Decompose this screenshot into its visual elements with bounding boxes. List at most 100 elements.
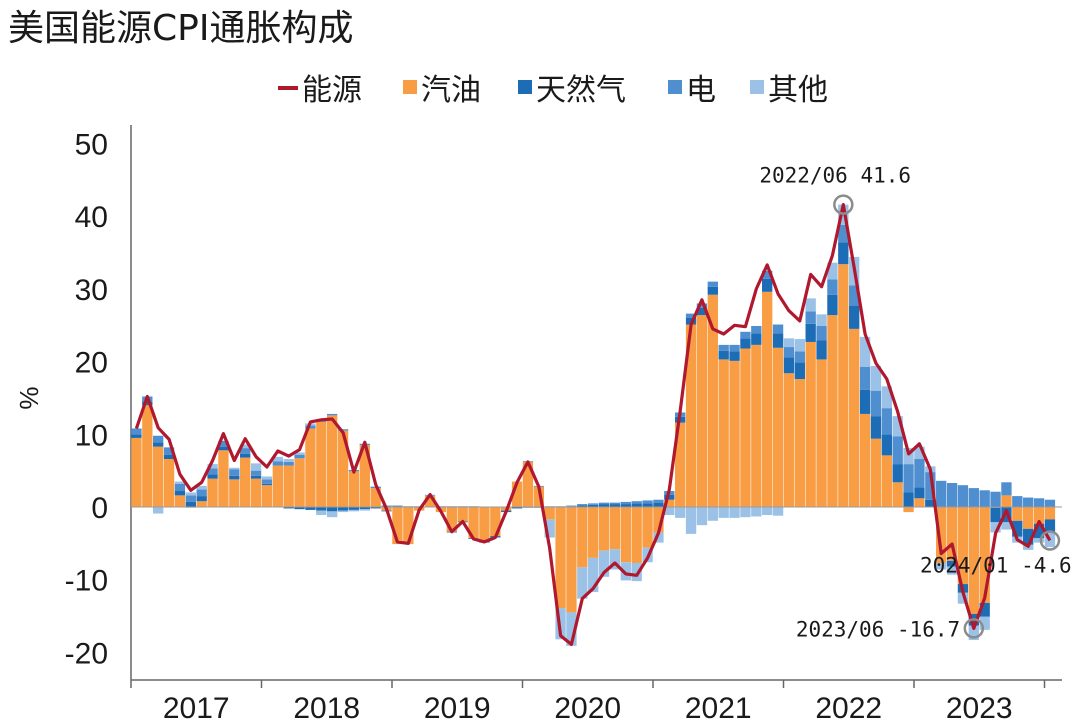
- bar-其他: [805, 298, 816, 312]
- bar-天然气: [707, 286, 718, 295]
- bar-其他: [979, 616, 990, 630]
- bar-其他: [685, 507, 697, 534]
- bar-汽油: [305, 428, 316, 507]
- bar-电: [250, 470, 262, 476]
- bar-汽油: [446, 507, 457, 532]
- bar-其他: [544, 519, 555, 538]
- bar-电: [740, 331, 751, 339]
- bar-汽油: [348, 471, 360, 507]
- bar-天然气: [859, 389, 871, 414]
- bar-天然气: [620, 504, 631, 507]
- bar-电: [805, 311, 816, 324]
- bar-汽油: [718, 359, 729, 507]
- bar-电: [327, 413, 338, 416]
- bar-其他: [816, 314, 827, 326]
- bar-电: [1001, 482, 1012, 496]
- bar-电: [729, 344, 740, 352]
- bar-其他: [229, 467, 240, 470]
- bar-汽油: [675, 422, 686, 507]
- bar-电: [207, 468, 218, 475]
- bar-汽油: [914, 498, 925, 507]
- bar-天然气: [870, 416, 882, 439]
- bar-其他: [240, 444, 251, 449]
- bar-汽油: [511, 481, 523, 507]
- bar-其他: [892, 416, 903, 437]
- bar-电: [1033, 498, 1045, 507]
- bar-天然气: [990, 507, 1001, 523]
- bar-天然气: [577, 505, 588, 507]
- bar-天然气: [511, 507, 523, 509]
- bar-天然气: [327, 507, 338, 512]
- bar-其他: [196, 485, 207, 490]
- bar-天然气: [794, 362, 805, 380]
- bar-天然气: [609, 504, 621, 507]
- bar-其他: [946, 566, 958, 575]
- bar-汽油: [805, 341, 816, 507]
- bar-其他: [903, 448, 914, 465]
- bar-电: [294, 454, 305, 459]
- bar-电: [163, 447, 175, 455]
- bar-电: [131, 428, 142, 435]
- bar-其他: [294, 452, 305, 455]
- bar-series: [131, 204, 1056, 646]
- bar-其他: [337, 510, 349, 513]
- bar-天然气: [196, 496, 207, 502]
- bar-汽油: [631, 507, 642, 563]
- bar-汽油: [316, 421, 327, 507]
- bar-电: [707, 281, 718, 287]
- bar-其他: [327, 511, 338, 518]
- bar-电: [261, 479, 273, 484]
- x-tick-label: 2023: [946, 692, 1013, 725]
- bar-电: [925, 472, 936, 500]
- bar-汽油: [479, 507, 490, 542]
- bar-电: [588, 503, 599, 505]
- bar-天然气: [337, 507, 349, 511]
- bar-汽油: [827, 315, 838, 507]
- bar-汽油: [849, 328, 860, 507]
- bar-其他: [316, 510, 327, 515]
- bar-其他: [751, 507, 762, 517]
- bar-电: [620, 501, 631, 505]
- bar-汽油: [729, 360, 740, 507]
- bar-电: [305, 425, 316, 429]
- bar-天然气: [805, 323, 816, 342]
- bar-其他: [348, 509, 360, 512]
- bar-天然气: [1012, 520, 1023, 537]
- bar-天然气: [294, 507, 305, 510]
- bar-天然气: [316, 507, 327, 511]
- bar-汽油: [772, 347, 784, 507]
- bar-汽油: [163, 459, 175, 507]
- bar-天然气: [914, 487, 925, 499]
- x-axis: 2017 2018 2019 2020 2021 2022 2023: [130, 679, 1062, 725]
- bar-汽油: [859, 413, 871, 507]
- x-tick-label: 2019: [424, 692, 491, 725]
- bar-汽油: [272, 465, 283, 507]
- bar-其他: [827, 262, 838, 280]
- bar-电: [870, 390, 882, 417]
- bar-电: [772, 324, 784, 334]
- bar-其他: [675, 507, 686, 518]
- bar-电: [849, 285, 860, 306]
- bar-汽油: [218, 450, 229, 507]
- bar-其他: [859, 336, 871, 367]
- annotations: 2022/06 41.6 2023/06 -16.7 2024/01 -4.6: [759, 164, 1071, 642]
- bar-汽油: [142, 405, 153, 507]
- bar-汽油: [664, 499, 675, 507]
- bar-汽油: [783, 373, 795, 507]
- bar-其他: [261, 476, 273, 480]
- bar-其他: [631, 562, 642, 582]
- x-tick-label: 2021: [685, 692, 752, 725]
- bar-电: [838, 224, 849, 243]
- bar-其他: [990, 522, 1001, 533]
- bar-电: [174, 483, 186, 492]
- bar-天然气: [1033, 523, 1045, 539]
- bar-汽油: [685, 324, 697, 507]
- bar-天然气: [664, 494, 675, 500]
- line-能源: [134, 203, 1052, 647]
- bar-电: [218, 440, 229, 447]
- bar-其他: [620, 562, 631, 581]
- bar-电: [903, 464, 914, 493]
- bar-汽油: [892, 482, 903, 507]
- annotation-marker: [833, 194, 854, 215]
- line-series: [134, 203, 1052, 647]
